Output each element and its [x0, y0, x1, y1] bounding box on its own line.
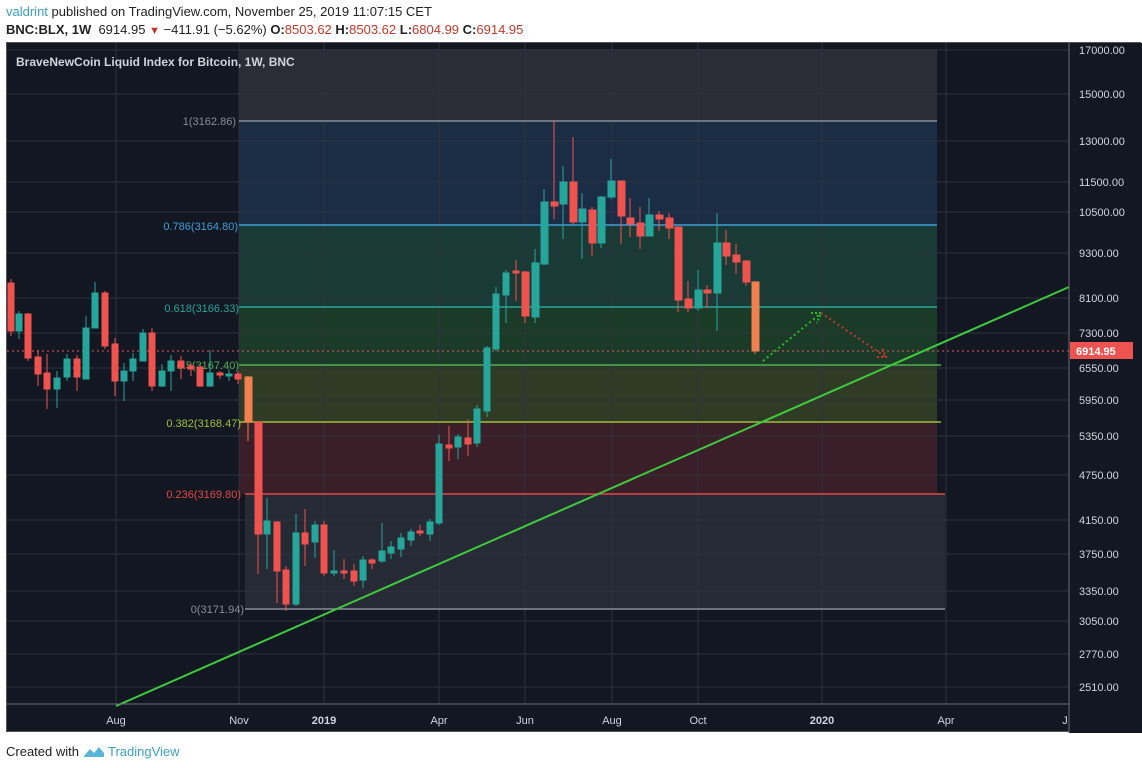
svg-text:3750.00: 3750.00: [1079, 549, 1119, 561]
svg-text:0(3171.94): 0(3171.94): [191, 604, 244, 616]
svg-text:4150.00: 4150.00: [1079, 515, 1119, 527]
svg-text:0.5(3167.40): 0.5(3167.40): [177, 360, 239, 372]
svg-text:1(3162.86): 1(3162.86): [183, 116, 236, 128]
svg-text:Nov: Nov: [229, 715, 249, 727]
svg-text:J: J: [1062, 715, 1068, 727]
svg-text:0.236(3169.80): 0.236(3169.80): [166, 489, 241, 501]
svg-text:Apr: Apr: [937, 715, 954, 727]
footer: Created with TradingView: [6, 742, 180, 759]
svg-text:4750.00: 4750.00: [1079, 470, 1119, 482]
svg-text:5950.00: 5950.00: [1079, 395, 1119, 407]
support-trendline[interactable]: [115, 286, 1070, 707]
fib-labels: 1(3162.86) 0.786(3164.80) 0.618(3166.33)…: [163, 116, 244, 616]
chart-title: BraveNewCoin Liquid Index for Bitcoin, 1…: [16, 55, 295, 69]
fib-region-0382-0236: [239, 422, 937, 494]
svg-text:7300.00: 7300.00: [1079, 328, 1119, 340]
svg-text:Apr: Apr: [430, 715, 447, 727]
svg-text:5350.00: 5350.00: [1079, 431, 1119, 443]
fib-region-1-0786: [239, 121, 937, 225]
svg-text:2510.00: 2510.00: [1079, 682, 1119, 694]
open-label: O:: [270, 22, 285, 37]
svg-text:17000.00: 17000.00: [1079, 45, 1125, 57]
chart-panel[interactable]: 1(3162.86) 0.786(3164.80) 0.618(3166.33)…: [6, 42, 1142, 733]
low-value: 6804.99: [412, 22, 460, 37]
price-axis-labels: 17000.00 15000.00 13000.00 11500.00 1050…: [1079, 45, 1125, 694]
symbol-info: BNC:BLX, 1W 6914.95 ▼ −411.91 (−5.62%) O…: [6, 22, 523, 37]
svg-text:11500.00: 11500.00: [1079, 177, 1124, 189]
price-axis[interactable]: [1069, 43, 1142, 733]
svg-text:Jun: Jun: [516, 715, 534, 727]
close-value: 6914.95: [476, 22, 524, 37]
close-label: C:: [462, 22, 477, 37]
svg-text:15000.00: 15000.00: [1079, 89, 1125, 101]
svg-text:2770.00: 2770.00: [1079, 649, 1119, 661]
svg-text:0.786(3164.80): 0.786(3164.80): [163, 221, 238, 233]
created-with-text: Created with: [6, 744, 79, 759]
projection-down-arrow[interactable]: [820, 312, 887, 358]
svg-text:9300.00: 9300.00: [1079, 248, 1119, 260]
svg-text:8100.00: 8100.00: [1079, 293, 1119, 305]
chart-svg[interactable]: 1(3162.86) 0.786(3164.80) 0.618(3166.33)…: [7, 43, 1142, 733]
svg-text:2020: 2020: [810, 715, 834, 727]
svg-text:3350.00: 3350.00: [1079, 586, 1119, 598]
candles[interactable]: [7, 121, 760, 611]
tradingview-logo-icon: [83, 747, 104, 757]
open-value: 8503.62: [284, 22, 332, 37]
svg-text:10500.00: 10500.00: [1079, 207, 1125, 219]
fib-region-0236-0: [245, 494, 945, 609]
time-axis-labels: Aug Nov 2019 Apr Jun Aug Oct 2020 Apr J: [106, 715, 1068, 727]
svg-text:2019: 2019: [312, 715, 336, 727]
svg-text:6550.00: 6550.00: [1079, 363, 1119, 375]
svg-text:0.618(3166.33): 0.618(3166.33): [164, 303, 239, 315]
svg-text:Aug: Aug: [602, 715, 622, 727]
current-price-tag: [1070, 342, 1133, 359]
svg-text:13000.00: 13000.00: [1079, 136, 1125, 148]
high-value: 8503.62: [349, 22, 397, 37]
svg-text:3050.00: 3050.00: [1079, 616, 1119, 628]
svg-text:Aug: Aug: [106, 715, 126, 727]
publish-info: valdrint published on TradingView.com, N…: [6, 4, 432, 19]
fib-region-top: [239, 49, 937, 121]
svg-text:Oct: Oct: [689, 715, 706, 727]
publish-text: published on TradingView.com, November 2…: [51, 4, 432, 19]
down-triangle-icon: ▼: [149, 25, 160, 37]
current-price-tag-text: 6914.95: [1076, 346, 1116, 358]
fib-region-0786-0618: [239, 225, 937, 307]
price-change: −411.91 (−5.62%): [163, 22, 267, 37]
svg-text:0.382(3168.47): 0.382(3168.47): [166, 418, 241, 430]
low-label: L:: [399, 22, 413, 37]
high-label: H:: [335, 22, 350, 37]
symbol-label: BNC:BLX, 1W: [6, 22, 92, 37]
projection-down-arrowhead: [877, 347, 888, 358]
fib-region-05-0382: [239, 365, 937, 422]
author-link[interactable]: valdrint: [6, 4, 48, 19]
fib-region-0618-05: [239, 307, 937, 365]
last-price: 6914.95: [98, 22, 146, 37]
tradingview-link[interactable]: TradingView: [108, 744, 180, 759]
